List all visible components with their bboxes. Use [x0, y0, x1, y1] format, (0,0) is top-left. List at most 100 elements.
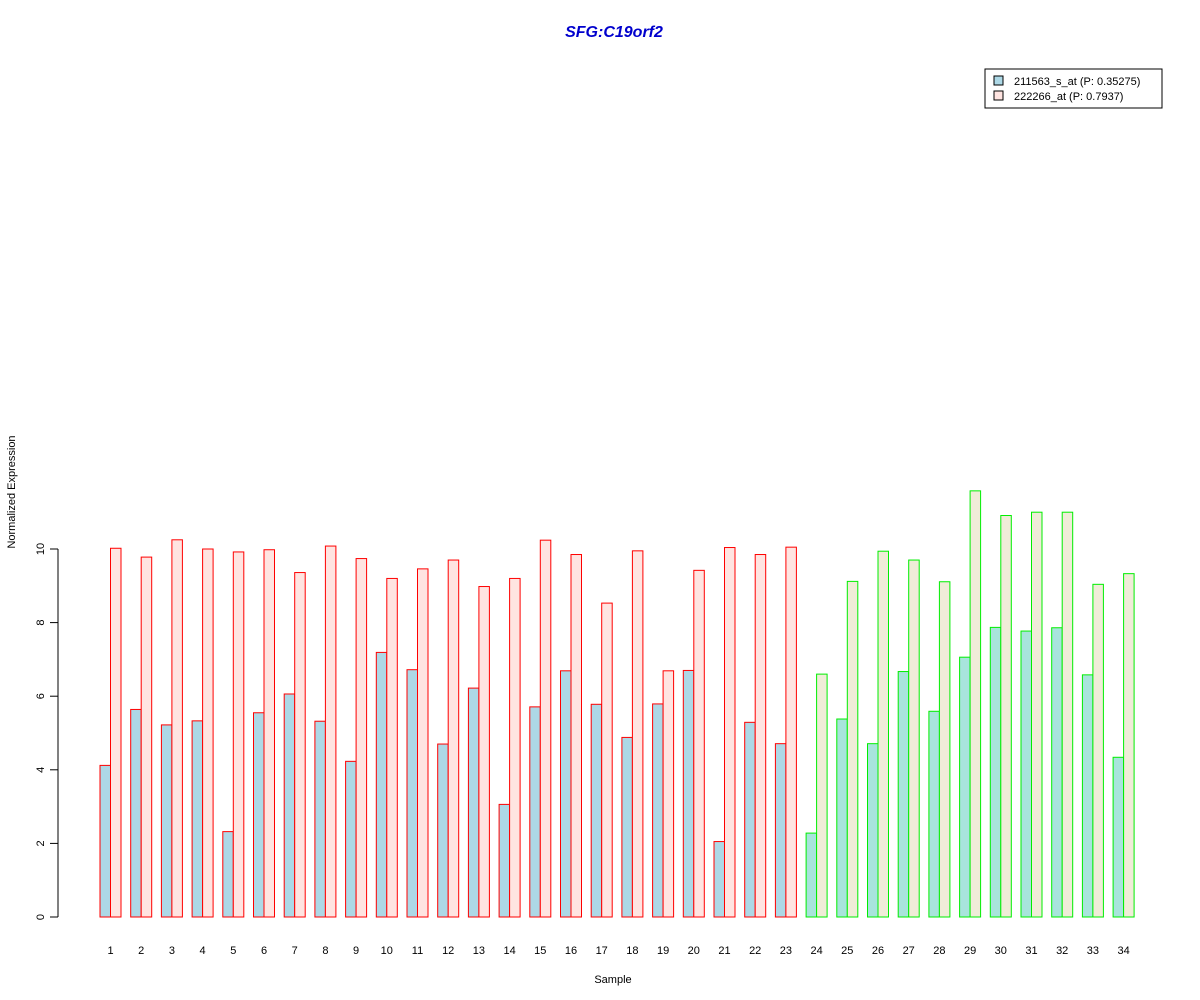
- bar-series-2: [232, 551, 245, 918]
- bar-series-1: [897, 671, 910, 918]
- x-tick-label: 6: [261, 945, 267, 957]
- x-tick-label: 21: [718, 945, 730, 957]
- bar-series-2: [509, 577, 521, 918]
- chart-title: SFG:C19orf2: [565, 24, 663, 41]
- bars: [99, 490, 1135, 918]
- bar-series-2: [1123, 573, 1135, 918]
- legend-label-series-2: 222266_at (P: 0.7937): [1014, 91, 1123, 103]
- bar-series-2: [724, 547, 736, 918]
- bar-series-1: [1112, 756, 1125, 918]
- bar-series-1: [375, 651, 388, 918]
- x-tick-label: 18: [626, 945, 638, 957]
- bar-series-1: [989, 626, 1002, 918]
- x-axis-label: Sample: [594, 974, 631, 986]
- bar-series-2: [110, 547, 122, 918]
- x-tick-label: 7: [292, 945, 298, 957]
- bar-series-1: [652, 703, 664, 918]
- bar-series-2: [355, 558, 368, 918]
- bar-series-1: [529, 706, 541, 918]
- bar-series-2: [294, 572, 306, 918]
- bar-series-2: [539, 539, 552, 918]
- bar-series-1: [99, 764, 111, 918]
- x-tick-label: 13: [473, 945, 485, 957]
- x-tick-label: 24: [810, 945, 822, 957]
- x-tick-label: 5: [230, 945, 236, 957]
- bar-series-2: [1031, 511, 1043, 918]
- x-tick-label: 15: [534, 945, 546, 957]
- legend: 211563_s_at (P: 0.35275) 222266_at (P: 0…: [984, 68, 1163, 109]
- bar-series-2: [693, 569, 705, 918]
- bar-series-1: [590, 703, 603, 918]
- bar-series-1: [222, 831, 234, 918]
- bar-series-1: [160, 724, 173, 918]
- bar-series-2: [631, 550, 644, 918]
- bar-series-1: [959, 656, 971, 918]
- bar-series-2: [447, 559, 460, 918]
- bar-series-2: [846, 580, 859, 918]
- x-tick-label: 17: [596, 945, 608, 957]
- x-tick-label: 19: [657, 945, 669, 957]
- y-tick-label: 8: [35, 620, 47, 626]
- bar-series-1: [928, 710, 940, 918]
- x-tick-label: 3: [169, 945, 175, 957]
- bar-series-1: [1020, 630, 1032, 918]
- bar-series-2: [140, 556, 153, 918]
- bar-series-2: [1061, 511, 1074, 918]
- x-tick-label: 16: [565, 945, 577, 957]
- bar-series-2: [816, 673, 828, 918]
- bar-series-2: [570, 554, 582, 918]
- x-tick-label: 11: [412, 945, 423, 957]
- bar-series-2: [417, 568, 429, 918]
- bar-series-1: [713, 841, 725, 918]
- bar-series-1: [560, 670, 572, 918]
- y-axis-label: Normalized Expression: [6, 435, 18, 548]
- bar-series-1: [314, 720, 326, 918]
- x-tick-label: 28: [933, 945, 945, 957]
- bar-series-1: [836, 718, 848, 918]
- bar-series-2: [386, 577, 398, 918]
- bar-series-2: [1092, 583, 1104, 918]
- y-tick-label: 4: [35, 767, 47, 773]
- x-tick-label: 26: [872, 945, 884, 957]
- y-tick-label: 10: [35, 543, 47, 555]
- legend-swatch-series-1: [993, 75, 1004, 86]
- bar-series-1: [437, 743, 449, 918]
- bar-series-2: [938, 581, 951, 918]
- bar-series-2: [1000, 515, 1012, 918]
- y-axis: 0 2 4 6 8 10: [35, 543, 59, 920]
- bar-series-2: [263, 549, 275, 918]
- bar-series-1: [1081, 674, 1094, 918]
- bar-series-1: [867, 743, 879, 918]
- x-tick-label: 8: [322, 945, 328, 957]
- legend-box: [984, 68, 1163, 109]
- x-axis-tick-labels: 1 2 3 4 5 6 7 8 9 10 11 12 13 14 15 16 17 18 19 20 21 22 23 24 2…: [107, 945, 1129, 957]
- x-tick-label: 34: [1117, 945, 1129, 957]
- x-tick-label: 25: [841, 945, 853, 957]
- x-tick-label: 31: [1025, 945, 1037, 957]
- bar-series-1: [130, 708, 142, 918]
- bar-series-1: [805, 832, 818, 918]
- bar-series-2: [202, 548, 214, 918]
- bar-series-1: [283, 693, 296, 918]
- bar-series-1: [467, 687, 480, 918]
- x-tick-label: 23: [780, 945, 792, 957]
- x-tick-label: 30: [995, 945, 1007, 957]
- x-tick-label: 20: [688, 945, 700, 957]
- x-tick-label: 32: [1056, 945, 1068, 957]
- bar-series-1: [406, 669, 418, 918]
- bar-series-1: [498, 803, 511, 918]
- legend-swatch-series-2: [993, 90, 1004, 101]
- x-tick-label: 2: [138, 945, 144, 957]
- x-tick-label: 22: [749, 945, 761, 957]
- bar-series-1: [253, 712, 265, 918]
- x-tick-label: 4: [200, 945, 206, 957]
- bar-series-1: [1051, 627, 1063, 918]
- x-tick-label: 1: [107, 945, 113, 957]
- x-tick-label: 29: [964, 945, 976, 957]
- bar-series-1: [191, 720, 204, 918]
- bar-series-2: [662, 670, 675, 918]
- y-tick-label: 6: [35, 693, 47, 699]
- bar-series-1: [774, 743, 787, 918]
- x-tick-label: 14: [503, 945, 515, 957]
